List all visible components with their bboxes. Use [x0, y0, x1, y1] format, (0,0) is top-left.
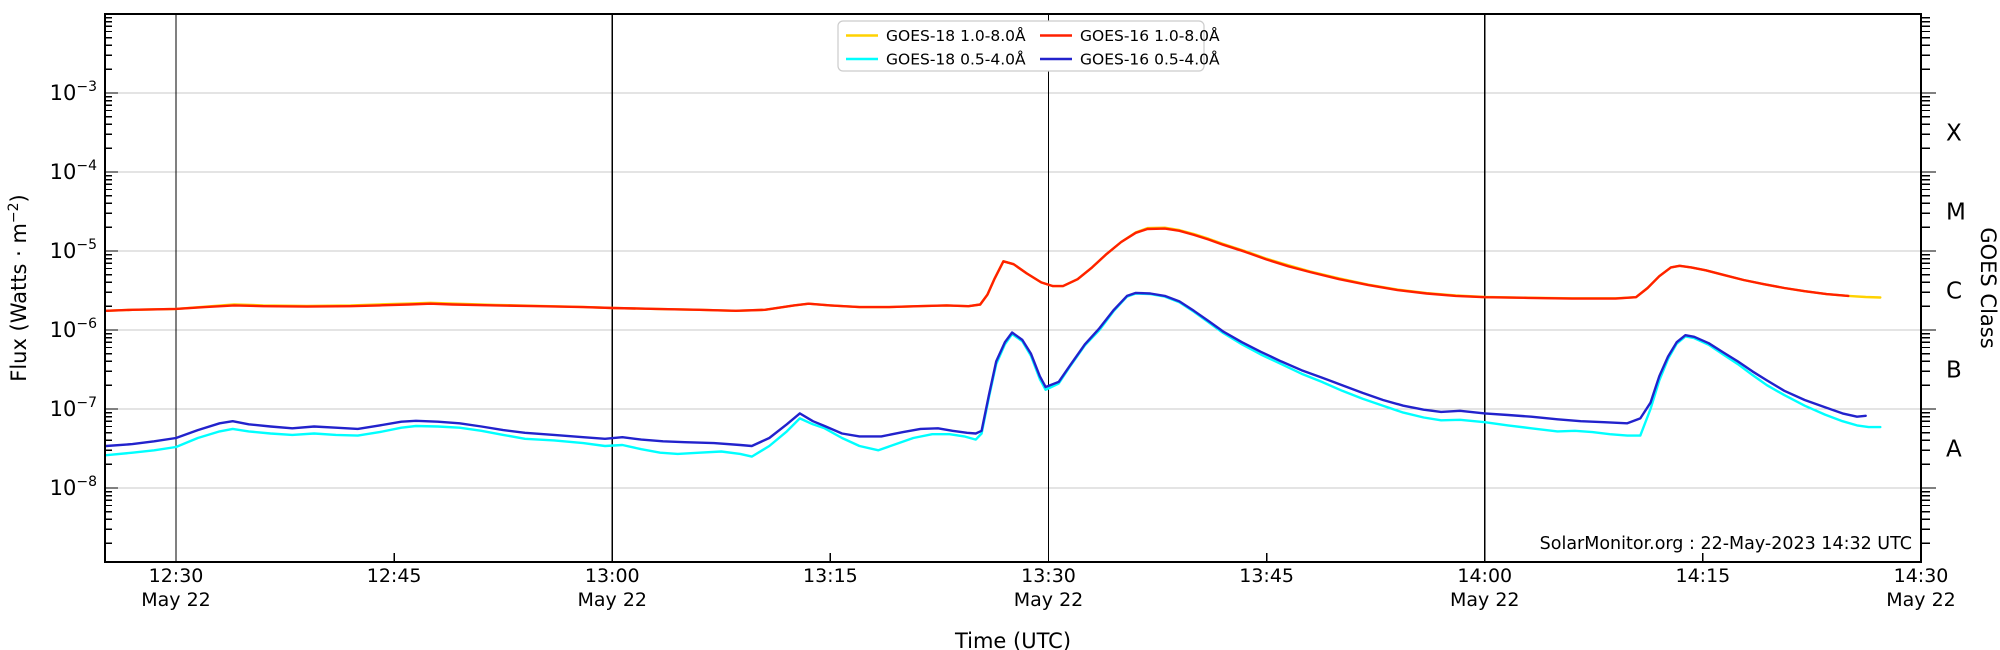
- legend-label: GOES-18 1.0-8.0Å: [886, 26, 1026, 45]
- y-tick-labels: 10−3 10−4 10−5 10−6 10−7 10−8: [50, 79, 97, 500]
- x-tick-label: 13:15: [803, 565, 858, 587]
- watermark-annotation: SolarMonitor.org : 22-May-2023 14:32 UTC: [1540, 534, 1912, 554]
- legend-box: [837, 20, 1205, 72]
- legend: GOES-18 1.0-8.0Å GOES-18 0.5-4.0Å GOES-16 …: [837, 20, 1220, 72]
- x-tick-label: 13:00: [585, 565, 640, 587]
- series-goes-16-1-0-8-0-: [105, 227, 1850, 312]
- x-tick-date: May 22: [578, 589, 648, 611]
- y-axis-title: Flux (Watts · m−2): [6, 194, 31, 382]
- data-series: [105, 226, 1882, 458]
- goes-class-labels: X M C B A: [1946, 121, 1966, 463]
- y-tick-label: 10−7: [50, 395, 97, 421]
- x-tick-label: 13:30: [1021, 565, 1076, 587]
- legend-label: GOES-18 0.5-4.0Å: [886, 50, 1026, 69]
- goes-class-label-m: M: [1946, 200, 1966, 226]
- goes-class-label-a: A: [1946, 437, 1962, 463]
- series-goes-18-0-5-4-0-: [105, 292, 1882, 458]
- horizontal-gridlines: [105, 92, 1921, 489]
- x-tick-date: May 22: [1886, 589, 1956, 611]
- goes-class-label-x: X: [1946, 121, 1962, 147]
- goes-class-label-b: B: [1946, 358, 1962, 384]
- day-gridlines: [175, 14, 1486, 562]
- x-tick-date: May 22: [1014, 589, 1084, 611]
- legend-label: GOES-16 0.5-4.0Å: [1080, 50, 1220, 69]
- plot-border: [104, 13, 1922, 563]
- y-tick-label: 10−5: [50, 237, 97, 263]
- x-tick-date: May 22: [141, 589, 211, 611]
- goes-class-label-c: C: [1946, 279, 1962, 305]
- right-axis-title: GOES Class: [1976, 227, 2000, 348]
- y-tick-label: 10−8: [50, 474, 97, 500]
- legend-label: GOES-16 1.0-8.0Å: [1080, 26, 1220, 45]
- x-tick-label: 14:15: [1675, 565, 1730, 587]
- x-tick-label: 12:30: [149, 565, 204, 587]
- x-tick-label: 14:00: [1457, 565, 1512, 587]
- x-tick-date: May 22: [1450, 589, 1520, 611]
- y-tick-label: 10−4: [50, 158, 97, 184]
- x-tick-label: 13:45: [1239, 565, 1294, 587]
- x-tick-label: 14:30: [1894, 565, 1949, 587]
- x-axis-title: Time (UTC): [954, 629, 1071, 650]
- series-goes-16-0-5-4-0-: [105, 291, 1867, 448]
- axis-ticks: [105, 16, 1936, 562]
- y-tick-label: 10−3: [50, 79, 97, 105]
- x-tick-label: 12:45: [367, 565, 422, 587]
- y-tick-label: 10−6: [50, 316, 97, 342]
